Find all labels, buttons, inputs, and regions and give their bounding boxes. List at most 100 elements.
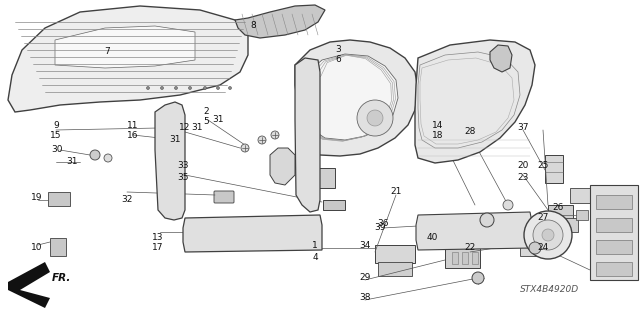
Circle shape: [472, 272, 484, 284]
Text: 40: 40: [426, 234, 438, 242]
Text: 36: 36: [377, 219, 388, 228]
Text: 25: 25: [538, 160, 548, 169]
Text: 18: 18: [432, 130, 444, 139]
Text: 31: 31: [191, 123, 203, 132]
Bar: [523, 220, 532, 240]
Text: 32: 32: [122, 196, 132, 204]
Bar: [50, 238, 66, 256]
Polygon shape: [307, 54, 398, 140]
Bar: [300, 126, 315, 134]
Circle shape: [367, 110, 383, 126]
FancyBboxPatch shape: [214, 191, 234, 203]
Bar: [307, 222, 316, 242]
Circle shape: [204, 86, 207, 90]
Text: 33: 33: [177, 161, 189, 170]
Bar: [495, 220, 504, 240]
Text: 13: 13: [152, 233, 164, 241]
Text: 2: 2: [203, 108, 209, 116]
Circle shape: [161, 86, 163, 90]
Circle shape: [90, 150, 100, 160]
Circle shape: [524, 211, 572, 259]
Polygon shape: [155, 102, 185, 220]
Circle shape: [216, 86, 220, 90]
Text: 9: 9: [53, 122, 59, 130]
Polygon shape: [183, 215, 322, 252]
Bar: [293, 222, 302, 242]
Text: 24: 24: [538, 243, 548, 253]
Bar: [481, 220, 490, 240]
Bar: [570, 188, 590, 203]
Bar: [439, 220, 448, 240]
Bar: [596, 195, 632, 209]
Circle shape: [189, 86, 191, 90]
Text: 11: 11: [127, 122, 139, 130]
Text: 3: 3: [335, 46, 341, 55]
Text: 26: 26: [552, 204, 564, 212]
Bar: [467, 220, 476, 240]
Polygon shape: [270, 148, 295, 185]
Text: 28: 28: [464, 128, 476, 137]
Text: 31: 31: [169, 136, 180, 145]
Bar: [300, 90, 315, 98]
Bar: [265, 222, 274, 242]
Text: 12: 12: [179, 123, 191, 132]
Circle shape: [480, 213, 494, 227]
Bar: [520, 242, 552, 256]
Text: 29: 29: [359, 273, 371, 283]
Text: 16: 16: [127, 131, 139, 140]
Bar: [160, 145, 178, 153]
Text: 31: 31: [212, 115, 224, 124]
Bar: [576, 210, 588, 220]
Bar: [375, 245, 415, 263]
Bar: [453, 220, 462, 240]
Text: 19: 19: [31, 194, 43, 203]
Circle shape: [542, 229, 554, 241]
Text: 21: 21: [390, 188, 402, 197]
Text: 8: 8: [250, 21, 256, 31]
Bar: [237, 222, 246, 242]
Bar: [251, 222, 260, 242]
Polygon shape: [295, 40, 418, 156]
Text: 10: 10: [31, 243, 43, 253]
Polygon shape: [416, 212, 532, 250]
Text: 38: 38: [359, 293, 371, 302]
Bar: [279, 222, 288, 242]
Bar: [462, 252, 468, 264]
Bar: [378, 262, 412, 276]
Bar: [509, 220, 518, 240]
Bar: [596, 218, 632, 232]
Polygon shape: [55, 26, 195, 68]
Text: 27: 27: [538, 213, 548, 222]
Bar: [545, 155, 563, 183]
Polygon shape: [295, 58, 320, 212]
Bar: [300, 162, 315, 170]
Text: 1: 1: [312, 241, 318, 249]
Bar: [160, 165, 178, 173]
Text: 7: 7: [104, 48, 110, 56]
Bar: [425, 220, 434, 240]
Text: 15: 15: [51, 131, 61, 140]
Polygon shape: [235, 5, 325, 38]
Text: 35: 35: [177, 174, 189, 182]
Circle shape: [357, 100, 393, 136]
Text: 4: 4: [312, 253, 318, 262]
Circle shape: [503, 200, 513, 210]
Text: 14: 14: [432, 121, 444, 130]
Circle shape: [104, 154, 112, 162]
Circle shape: [147, 86, 150, 90]
Text: 5: 5: [203, 117, 209, 127]
Bar: [48, 192, 70, 206]
Text: STX4B4920D: STX4B4920D: [520, 286, 579, 294]
Bar: [223, 222, 232, 242]
Text: 37: 37: [517, 123, 529, 132]
Bar: [300, 108, 315, 116]
Bar: [209, 222, 218, 242]
Circle shape: [241, 144, 249, 152]
Text: 6: 6: [335, 56, 341, 64]
Bar: [195, 222, 204, 242]
Bar: [596, 240, 632, 254]
Bar: [590, 185, 638, 280]
Bar: [160, 125, 178, 133]
Text: 17: 17: [152, 242, 164, 251]
Circle shape: [533, 220, 563, 250]
